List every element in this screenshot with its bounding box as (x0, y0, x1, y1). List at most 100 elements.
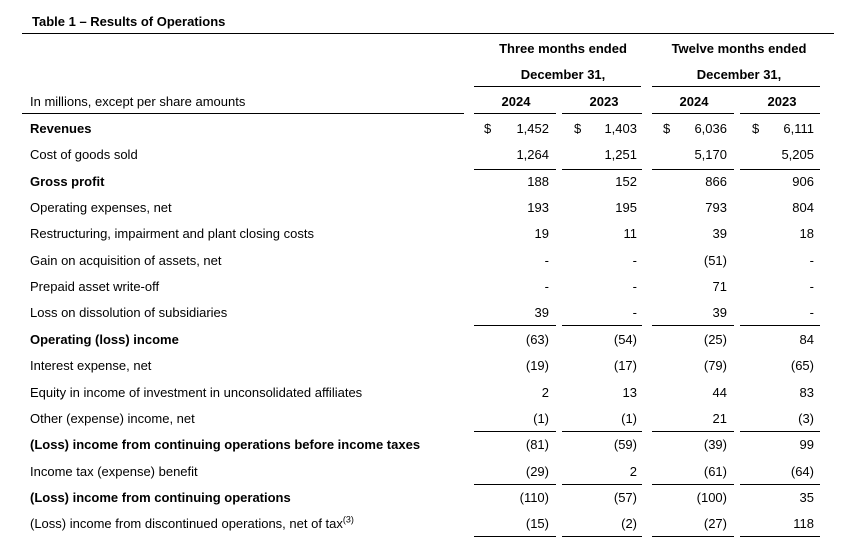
bottom-rule (474, 536, 556, 537)
value-cell: - (809, 305, 814, 321)
row-label: Equity in income of investment in uncons… (30, 384, 363, 400)
tax-subtotal-rule (474, 484, 556, 485)
opex-subtotal-rule (740, 325, 820, 326)
value-cell: (54) (613, 331, 637, 347)
value-cell: 1,251 (604, 147, 637, 163)
value-cell: 18 (799, 226, 814, 242)
value-cell: 83 (799, 384, 814, 400)
year-header-4: 2023 (767, 94, 797, 109)
value-cell: - (632, 279, 637, 295)
value-cell: (15) (525, 516, 549, 532)
table-row: (Loss) income from continuing operations… (0, 432, 858, 458)
value-cell: (27) (703, 516, 727, 532)
cogs-subtotal-rule (652, 169, 734, 170)
row-label: Operating (loss) income (30, 331, 179, 347)
header-three-months-line1: Three months ended (499, 41, 627, 56)
value-cell: 6,036 (694, 121, 727, 136)
other-subtotal-rule (562, 431, 642, 432)
twelve-months-rule (652, 86, 820, 87)
value-cell: 195 (615, 200, 637, 216)
value-cell: (64) (790, 463, 814, 479)
year-header-2: 2023 (589, 94, 619, 109)
value-cell: 5,170 (694, 147, 727, 163)
other-subtotal-rule (652, 431, 734, 432)
value-cell: 2 (629, 463, 637, 479)
currency-symbol: $ (574, 121, 582, 136)
table-title: Table 1 – Results of Operations (32, 14, 226, 29)
table-row: Other (expense) income, net (1) (1) 21 (3) (0, 406, 858, 432)
opex-subtotal-rule (562, 325, 642, 326)
units-label: In millions, except per share amounts (30, 94, 246, 109)
col2-header-rule (562, 113, 642, 114)
value-cell: - (544, 279, 549, 295)
value-cell: (81) (525, 437, 549, 453)
table-row: Income tax (expense) benefit (29) 2 (61) (64… (0, 459, 858, 485)
header-three-months-line2: December 31, (520, 67, 606, 82)
header-twelve-months-line1: Twelve months ended (671, 41, 807, 56)
table-row: Cost of goods sold 1,264 1,251 5,170 5,205 (0, 142, 858, 168)
value-cell: 99 (799, 437, 814, 453)
value-cell: (57) (613, 489, 637, 505)
value-cell: (79) (703, 358, 727, 374)
value-cell: 84 (799, 331, 814, 347)
value-cell: (61) (703, 463, 727, 479)
value-cell: 118 (793, 516, 814, 532)
table-row: (Loss) income from discontinued operatio… (0, 511, 858, 537)
row-label: Other (expense) income, net (30, 410, 195, 426)
value-cell: 193 (527, 200, 549, 216)
table-row: Gain on acquisition of assets, net - - (51)… (0, 248, 858, 274)
currency-symbol: $ (484, 121, 492, 136)
bottom-rule (740, 536, 820, 537)
row-label: (Loss) income from continuing operations… (30, 437, 421, 453)
value-cell: 11 (623, 226, 638, 242)
value-cell: - (809, 279, 814, 295)
value-cell: 39 (712, 305, 727, 321)
bottom-rule (652, 536, 734, 537)
value-cell: - (809, 252, 814, 268)
value-cell: (59) (613, 437, 637, 453)
value-cell: (25) (703, 331, 727, 347)
value-cell: (19) (525, 358, 549, 374)
value-cell: 39 (534, 305, 549, 321)
three-months-rule (474, 86, 641, 87)
other-subtotal-rule (740, 431, 820, 432)
value-cell: 906 (792, 173, 814, 189)
value-cell: 71 (712, 279, 727, 295)
value-cell: 21 (712, 410, 727, 426)
label-header-rule (22, 113, 464, 114)
bottom-rule (562, 536, 642, 537)
value-cell: (3) (798, 410, 814, 426)
value-cell: 866 (705, 173, 727, 189)
footnote-marker: (3) (342, 514, 354, 525)
value-cell: (110) (519, 489, 549, 505)
value-cell: - (632, 252, 637, 268)
value-cell: (29) (525, 463, 549, 479)
row-label: (Loss) income from continuing operations (30, 489, 291, 505)
row-label: Cost of goods sold (30, 147, 138, 163)
value-cell: 152 (615, 173, 637, 189)
col4-header-rule (740, 113, 820, 114)
opex-subtotal-rule (474, 325, 556, 326)
opex-subtotal-rule (652, 325, 734, 326)
tax-subtotal-rule (652, 484, 734, 485)
table-row: (Loss) income from continuing operations… (0, 485, 858, 511)
value-cell: 5,205 (781, 147, 814, 163)
other-subtotal-rule (474, 431, 556, 432)
row-label: Interest expense, net (30, 358, 152, 374)
value-cell: 35 (799, 489, 814, 505)
value-cell: (63) (525, 331, 549, 347)
value-cell: (65) (790, 358, 814, 374)
table-row: Operating (loss) income (63) (54) (25) 84 (0, 327, 858, 353)
table-row: Revenues $1,452 $1,403 $6,036 $6,111 (0, 116, 858, 142)
value-cell: 1,264 (516, 147, 549, 163)
value-cell: 6,111 (783, 121, 814, 136)
value-cell: 13 (622, 384, 637, 400)
value-cell: 793 (705, 200, 727, 216)
row-label: (Loss) income from discontinued operatio… (30, 514, 354, 532)
table-row: Operating expenses, net 193 195 793 804 (0, 195, 858, 221)
title-rule (22, 33, 834, 34)
year-header-1: 2024 (501, 94, 531, 109)
tax-subtotal-rule (562, 484, 642, 485)
row-label: Gross profit (30, 173, 105, 189)
value-cell: (1) (621, 410, 637, 426)
